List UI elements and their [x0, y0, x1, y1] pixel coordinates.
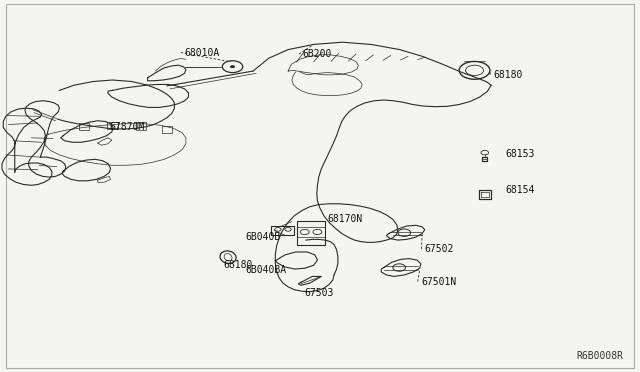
Bar: [79, 123, 89, 131]
Text: 67870M: 67870M: [109, 122, 145, 132]
Text: 67501N: 67501N: [421, 277, 456, 286]
Text: 68180: 68180: [493, 70, 522, 80]
Text: 68153: 68153: [505, 150, 534, 160]
Bar: [136, 122, 147, 130]
Text: 67502: 67502: [425, 244, 454, 254]
Bar: [162, 126, 172, 134]
Text: 6B200: 6B200: [302, 49, 332, 59]
Bar: [108, 122, 118, 129]
Text: 6B040B: 6B040B: [245, 232, 280, 242]
Text: 68180: 68180: [223, 260, 252, 270]
Text: R6B0008R: R6B0008R: [577, 351, 623, 361]
Text: 68170N: 68170N: [328, 214, 363, 224]
Circle shape: [230, 65, 235, 68]
Text: 6B040BA: 6B040BA: [245, 265, 287, 275]
Text: 67503: 67503: [305, 288, 334, 298]
Text: 68154: 68154: [505, 186, 534, 195]
Text: 68010A: 68010A: [184, 48, 220, 58]
